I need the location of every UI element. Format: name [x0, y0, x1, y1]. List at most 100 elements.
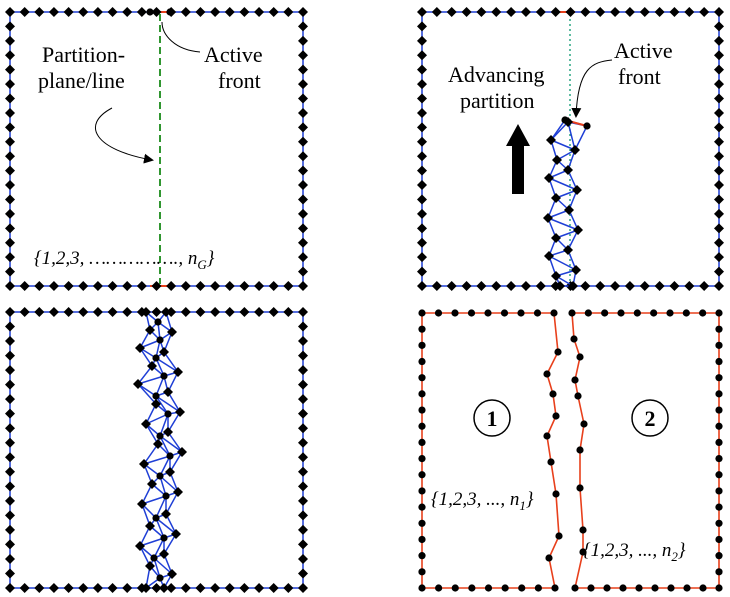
boundary-node — [714, 93, 724, 104]
boundary-node — [431, 7, 442, 17]
boundary-node — [173, 487, 183, 497]
boundary-node — [5, 237, 15, 248]
boundary-node — [714, 180, 724, 191]
boundary-node — [107, 281, 118, 291]
boundary-nodes — [5, 7, 308, 291]
boundary-node — [5, 194, 15, 205]
mesh-edge — [548, 177, 578, 191]
boundary-node — [78, 7, 89, 17]
node — [555, 532, 563, 540]
node — [715, 374, 723, 382]
boundary-node — [167, 569, 177, 579]
boundary-node — [224, 7, 235, 17]
node — [500, 309, 509, 317]
boundary-node — [572, 185, 582, 195]
label-partition-line1: Partition- — [42, 42, 125, 67]
panel-top-right: Advancing partition Active front — [417, 7, 724, 291]
boundary-node — [145, 325, 155, 335]
mesh-edge — [141, 495, 167, 505]
boundary-node — [298, 495, 308, 506]
boundary-node — [564, 205, 574, 215]
node — [435, 584, 443, 592]
node — [434, 309, 443, 317]
boundary-node — [624, 281, 635, 291]
boundary-node — [5, 180, 15, 191]
boundary-node — [573, 225, 583, 235]
node — [715, 390, 723, 398]
boundary-node — [491, 281, 502, 291]
node — [518, 584, 526, 592]
node — [152, 354, 160, 362]
boundary-node — [180, 7, 191, 17]
boundary-node — [159, 549, 169, 559]
panel-top-left: Partition- plane/line Active front {1,2,… — [5, 7, 308, 291]
boundary-node — [151, 307, 162, 317]
boundary-node — [151, 281, 162, 291]
boundary-node — [298, 136, 308, 147]
node — [715, 422, 723, 430]
panel-bottom-left — [5, 307, 308, 593]
boundary-node — [654, 281, 665, 291]
boundary-node — [5, 307, 15, 317]
node — [617, 309, 625, 317]
boundary-node — [5, 7, 15, 17]
boundary-node — [298, 394, 308, 405]
region-1-number: 1 — [487, 406, 498, 431]
boundary-node — [298, 223, 308, 234]
boundary-node — [624, 7, 635, 17]
boundary-node — [546, 135, 556, 145]
boundary-node — [239, 583, 250, 593]
panel-bottom-right: 1 2 {1,2,3, ..., n1} {1,2,3, ..., n2} — [418, 309, 723, 592]
boundary-node — [283, 583, 294, 593]
boundary-node — [195, 7, 206, 17]
boundary-node — [19, 281, 30, 291]
mesh-edge — [145, 413, 169, 425]
boundary-node — [714, 107, 724, 118]
boundary-node — [5, 107, 15, 118]
label-partition-line2: plane/line — [38, 68, 125, 93]
label-active-line2: front — [618, 64, 661, 89]
node — [547, 458, 555, 466]
label-active-line1: Active — [614, 38, 673, 63]
boundary-node — [283, 307, 294, 317]
boundary-node — [133, 379, 143, 389]
boundary-node — [580, 281, 591, 291]
boundary-node — [5, 35, 15, 46]
boundary-node — [34, 281, 45, 291]
node — [550, 309, 558, 317]
node — [635, 584, 643, 592]
label-active-line2: front — [218, 68, 261, 93]
node — [484, 584, 493, 592]
node — [579, 548, 587, 556]
boundary-node — [166, 281, 177, 291]
boundary-node — [224, 583, 235, 593]
node — [418, 503, 426, 511]
boundary-node — [5, 408, 15, 419]
mesh-edge — [155, 357, 179, 373]
boundary-node — [210, 281, 221, 291]
node — [666, 309, 674, 317]
boundary-node — [535, 281, 546, 291]
node — [418, 535, 426, 544]
boundary-node — [5, 539, 15, 550]
boundary-node — [714, 151, 724, 162]
boundary-node — [165, 467, 175, 477]
boundary-node — [283, 7, 294, 17]
node — [549, 390, 557, 398]
boundary-node — [298, 266, 308, 277]
boundary-node — [48, 307, 59, 317]
mesh-edge — [550, 139, 576, 151]
boundary-node — [417, 107, 427, 118]
mesh-edge — [155, 395, 181, 413]
boundary-node — [268, 583, 279, 593]
boundary-node — [254, 307, 265, 317]
boundary-node — [417, 237, 427, 248]
node — [543, 432, 551, 440]
node — [418, 471, 426, 479]
boundary-node — [417, 7, 427, 17]
boundary-node — [298, 583, 308, 593]
node — [715, 552, 723, 560]
boundary-node — [714, 64, 724, 75]
boundary-node — [431, 281, 442, 291]
boundary-node — [19, 583, 30, 593]
